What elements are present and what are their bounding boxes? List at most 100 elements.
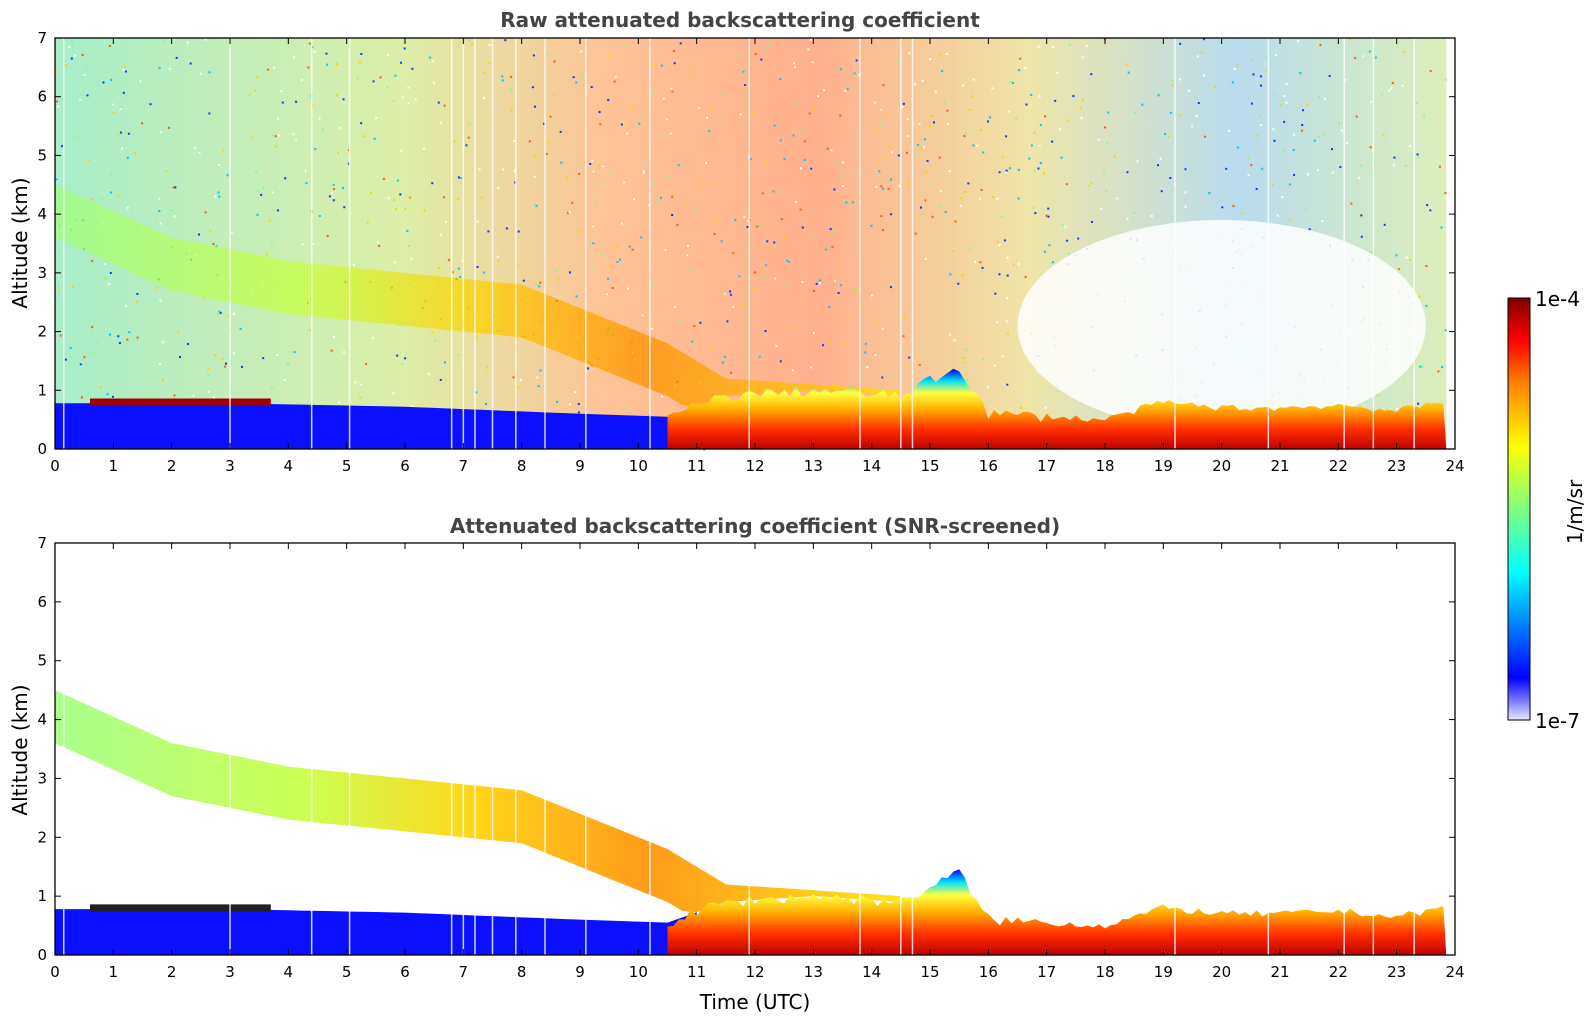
noise-speck <box>671 195 674 198</box>
noise-speck <box>889 375 892 378</box>
noise-speck <box>199 72 202 75</box>
noise-speck <box>70 57 73 60</box>
noise-speck <box>889 286 892 289</box>
noise-speck <box>1241 212 1244 215</box>
noise-speck <box>1003 239 1006 242</box>
noise-speck <box>1060 156 1063 159</box>
noise-speck <box>459 275 462 278</box>
noise-speck <box>795 201 798 204</box>
y-tick-label: 6 <box>37 88 47 106</box>
noise-speck <box>901 106 904 109</box>
noise-speck <box>1085 44 1088 47</box>
noise-speck <box>1044 115 1047 118</box>
noise-speck <box>575 295 578 298</box>
noise-speck <box>914 83 917 86</box>
noise-speck <box>121 147 124 150</box>
noise-speck <box>1444 78 1447 81</box>
noise-speck <box>1323 97 1326 100</box>
x-tick-label: 4 <box>284 457 294 475</box>
noise-speck <box>996 321 999 324</box>
noise-speck <box>122 68 125 71</box>
noise-speck <box>387 197 390 200</box>
noise-speck <box>1421 365 1424 368</box>
noise-speck <box>631 248 634 251</box>
noise-speck <box>214 354 217 357</box>
x-tick-label: 1 <box>109 963 119 981</box>
noise-speck <box>569 271 572 274</box>
noise-speck <box>1370 250 1373 253</box>
noise-speck <box>428 373 431 376</box>
noise-speck <box>342 98 345 101</box>
noise-speck <box>1008 110 1011 113</box>
noise-speck <box>149 103 152 106</box>
noise-speck <box>884 156 887 159</box>
noise-speck <box>902 335 905 338</box>
noise-speck <box>1032 206 1035 209</box>
noise-speck <box>454 140 457 143</box>
noise-speck <box>280 90 283 93</box>
noise-speck <box>80 396 83 399</box>
noise-speck <box>839 284 842 287</box>
noise-speck <box>809 38 812 41</box>
noise-speck <box>119 131 122 134</box>
noise-speck <box>433 339 436 342</box>
x-tick-label: 21 <box>1270 963 1289 981</box>
noise-speck <box>139 80 142 83</box>
x-tick-label: 16 <box>979 963 998 981</box>
noise-speck <box>1090 73 1093 76</box>
noise-speck <box>1321 220 1324 223</box>
noise-speck <box>1068 43 1071 46</box>
noise-speck <box>1055 71 1058 74</box>
noise-speck <box>513 139 516 142</box>
y-tick-label: 1 <box>37 381 47 399</box>
noise-speck <box>713 233 716 236</box>
noise-speck <box>651 283 654 286</box>
noise-speck <box>531 86 534 89</box>
noise-speck <box>406 229 409 232</box>
noise-speck <box>765 161 768 164</box>
noise-speck <box>548 140 551 143</box>
noise-speck <box>807 48 810 51</box>
noise-speck <box>396 179 399 182</box>
noise-speck <box>818 279 821 282</box>
noise-speck <box>1039 124 1042 127</box>
noise-speck <box>1259 75 1262 78</box>
panel-screened-title: Attenuated backscattering coefficient (S… <box>450 514 1060 538</box>
colorbar-min-label: 1e-7 <box>1535 709 1580 733</box>
noise-speck <box>1066 239 1069 242</box>
noise-speck <box>747 219 750 222</box>
noise-speck <box>571 201 574 204</box>
noise-speck <box>773 241 776 244</box>
noise-speck <box>510 109 513 112</box>
noise-speck <box>830 339 833 342</box>
noise-speck <box>314 148 317 151</box>
noise-speck <box>396 354 399 357</box>
panel-raw: Raw attenuated backscattering coefficien… <box>8 8 1465 475</box>
noise-speck <box>732 305 735 308</box>
noise-speck <box>429 56 432 59</box>
noise-speck <box>594 201 597 204</box>
x-tick-label: 13 <box>804 963 823 981</box>
panel-screened-y-ticks: 0 1 2 3 4 5 6 7 <box>37 534 1455 964</box>
noise-speck <box>360 53 363 56</box>
noise-speck <box>538 285 541 288</box>
noise-speck <box>1001 156 1004 159</box>
noise-speck <box>1187 89 1190 92</box>
noise-speck <box>337 151 340 154</box>
noise-speck <box>1419 365 1422 368</box>
noise-speck <box>1081 99 1084 102</box>
noise-speck <box>1360 164 1363 167</box>
noise-speck <box>1292 148 1295 151</box>
cloud-streak <box>90 398 271 406</box>
noise-speck <box>1133 112 1136 115</box>
noise-speck <box>742 303 745 306</box>
noise-speck <box>281 101 284 104</box>
noise-speck <box>1044 406 1047 409</box>
noise-speck <box>780 218 783 221</box>
noise-speck <box>338 126 341 129</box>
noise-speck <box>1283 120 1286 123</box>
noise-speck <box>431 182 434 185</box>
noise-speck <box>1318 96 1321 99</box>
noise-speck <box>1300 129 1303 132</box>
noise-speck <box>908 52 911 55</box>
